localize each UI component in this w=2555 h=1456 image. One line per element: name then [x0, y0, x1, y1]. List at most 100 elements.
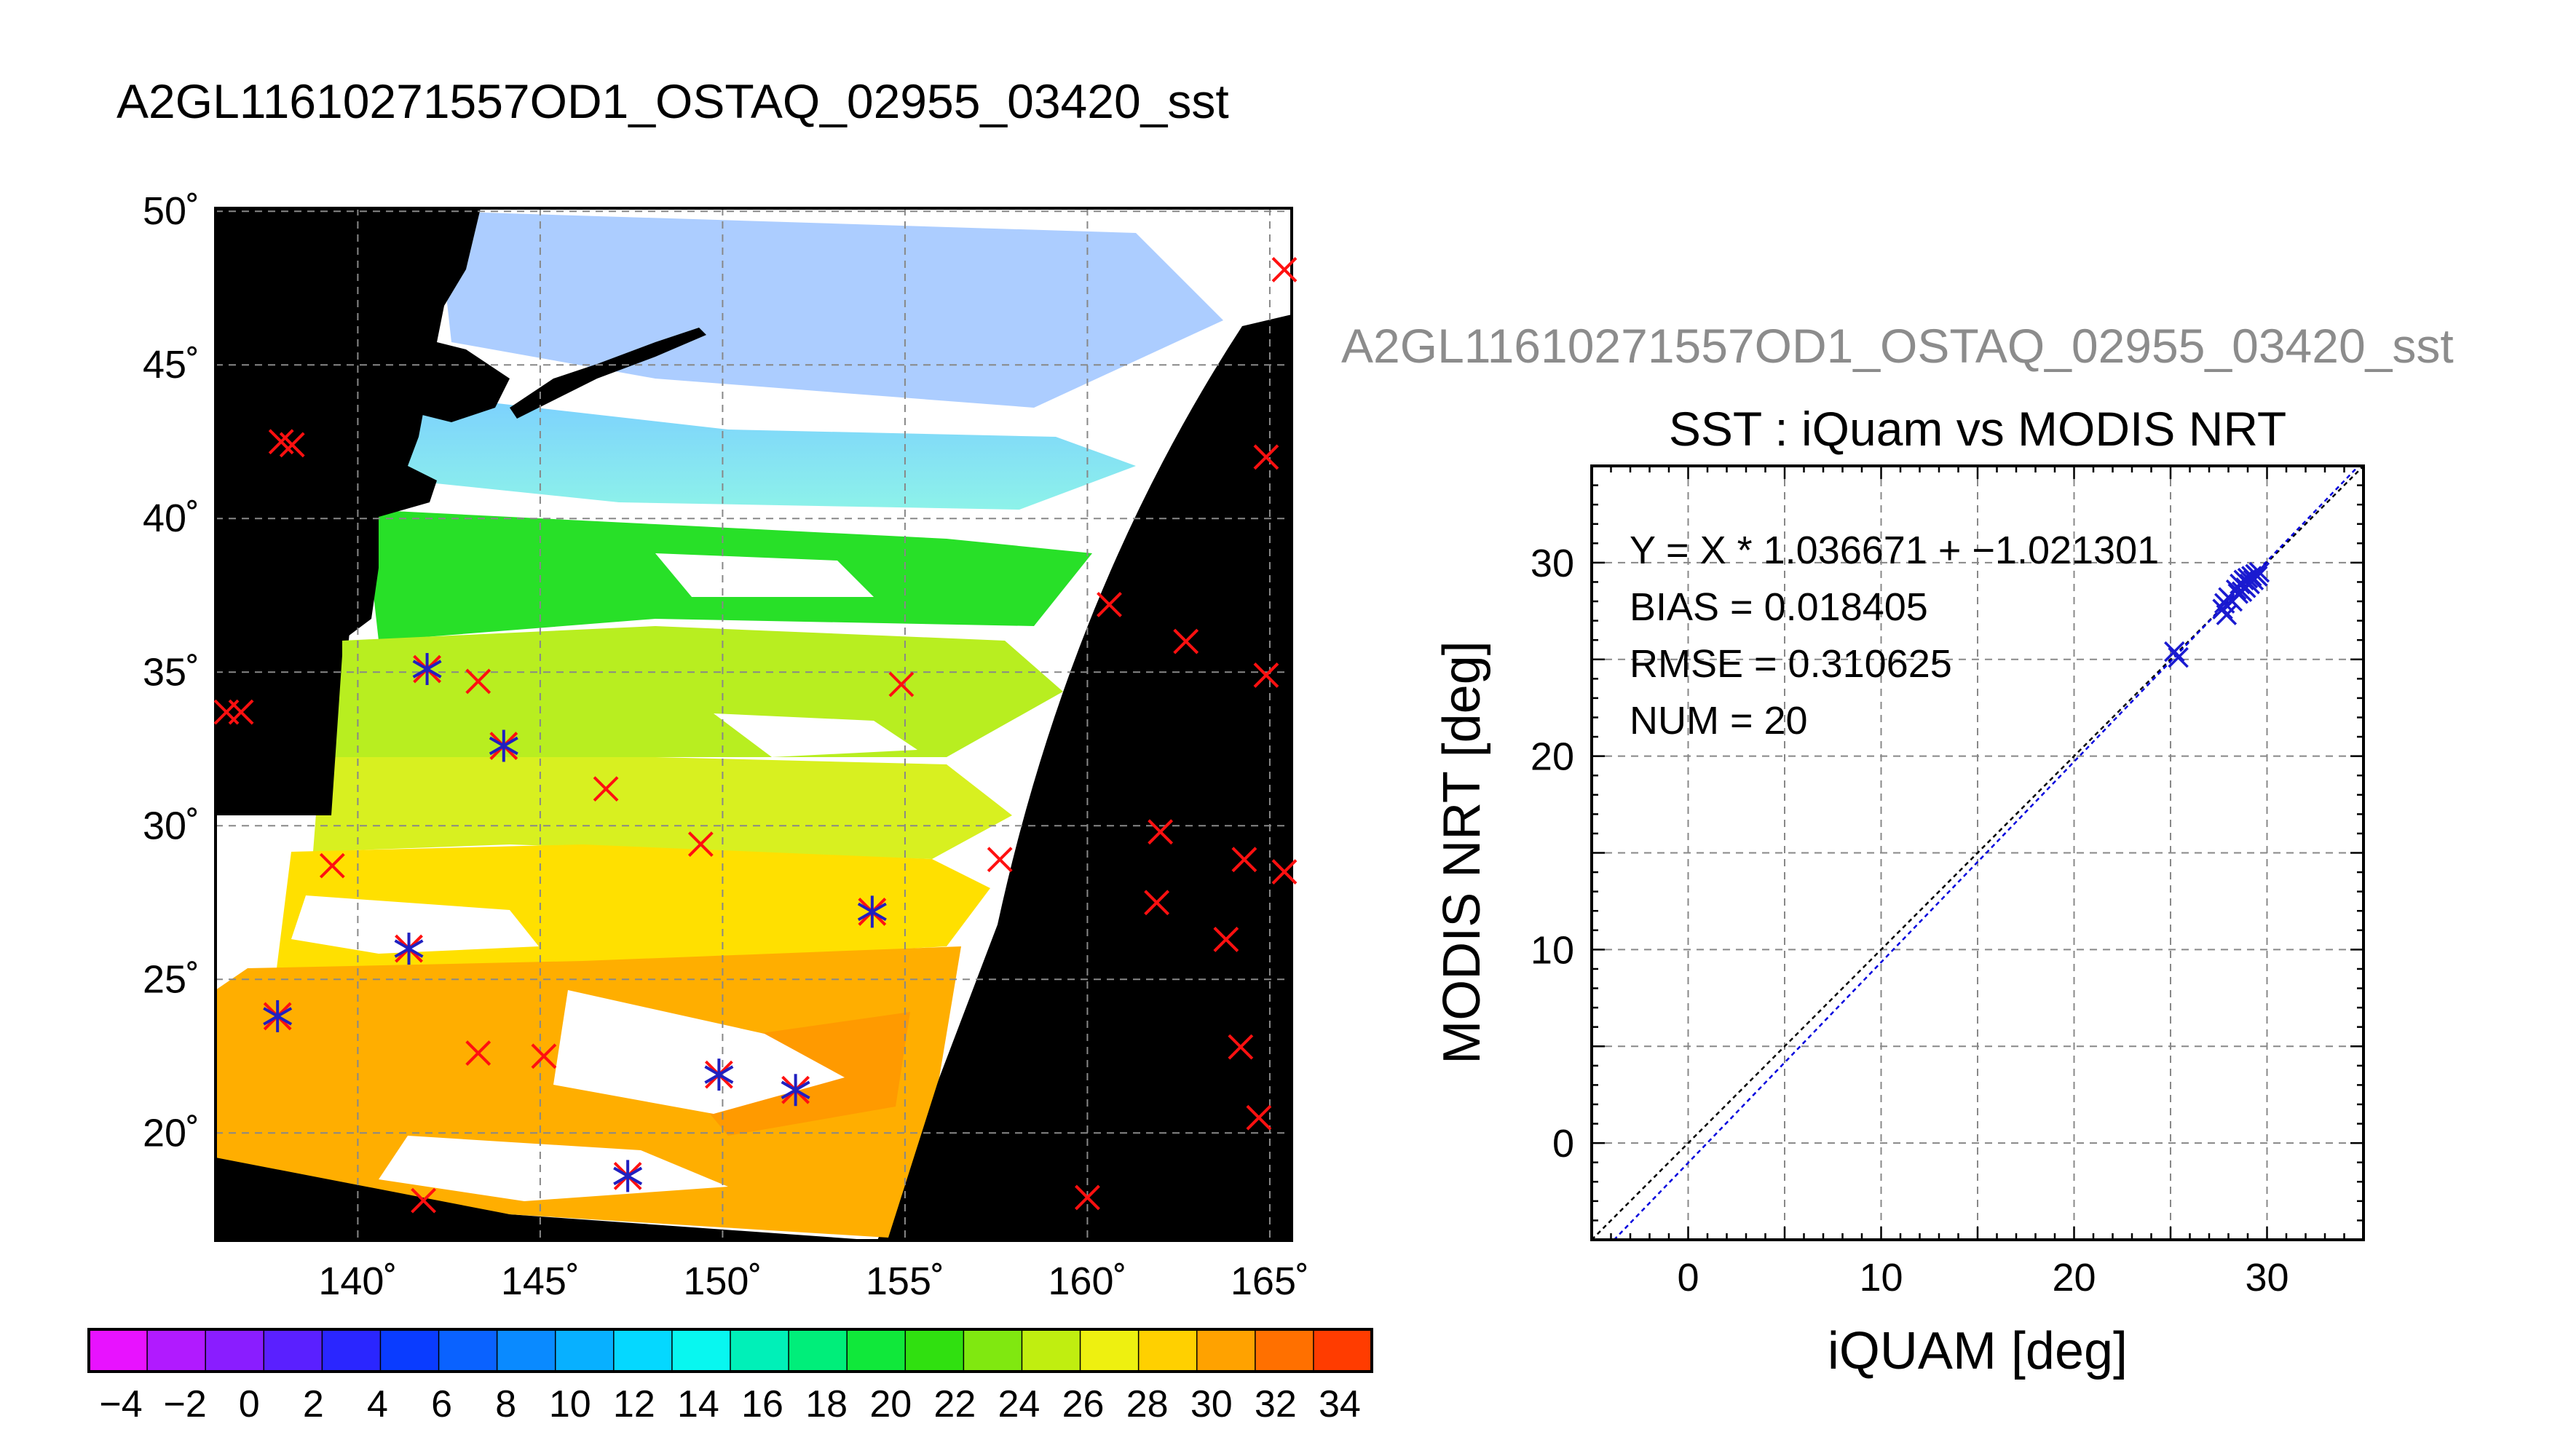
- iquam-only-marker: [888, 671, 915, 697]
- scatter-y-ticklabels: 0 10 20 30: [1531, 542, 1574, 1166]
- colorbar-ticklabel: 12: [613, 1383, 655, 1425]
- iquam-only-marker-stroke: [987, 847, 1013, 873]
- matchup-blue-asterisk: [412, 653, 442, 686]
- map-y-ticklabel: 40˚: [143, 496, 200, 540]
- asterisk-stroke: [857, 902, 887, 922]
- iquam-only-marker: [319, 852, 345, 879]
- cloud-patch: [714, 713, 917, 757]
- colorbar-cell: [1080, 1329, 1140, 1372]
- iquam-only-marker: [1213, 927, 1239, 952]
- matchup-blue-asterisk: [781, 1074, 810, 1107]
- sst-band-lightgreen: [335, 626, 1063, 757]
- colorbar-cell: [1196, 1329, 1256, 1372]
- scatter-point-stroke: [2164, 641, 2185, 662]
- scatter-figure-title: A2GL11610271557OD1_OSTAQ_02955_03420_sst: [1341, 319, 2454, 373]
- iquam-only-marker-stroke: [1253, 444, 1279, 470]
- matchup-blue-asterisk: [704, 1059, 734, 1091]
- colorbar-frame: [87, 1328, 1373, 1373]
- map-x-ticklabel: 155˚: [866, 1259, 944, 1303]
- colorbar-cell: [555, 1329, 615, 1372]
- scatter-points: [2164, 561, 2270, 668]
- scatter-point: [2216, 604, 2238, 625]
- matchup-blue-asterisk: [857, 895, 887, 928]
- iquam-only-marker: [1246, 1104, 1272, 1131]
- scatter-y-ticklabel: 10: [1531, 928, 1574, 972]
- iquam-only-marker: [1075, 1184, 1100, 1211]
- scatter-point-stroke: [2168, 646, 2189, 668]
- scatter-x-ticklabel: 20: [2052, 1256, 2096, 1299]
- iquam-only-marker-stroke: [1271, 256, 1298, 282]
- cloud-patch: [291, 895, 539, 954]
- scatter-point: [2247, 566, 2268, 587]
- iquam-only-marker-stroke: [268, 429, 294, 455]
- scatter-point: [2168, 646, 2189, 668]
- map-y-ticklabel: 30˚: [143, 804, 200, 847]
- map-y-ticklabel: 50˚: [143, 189, 200, 233]
- colorbar-ticklabel: 34: [1319, 1383, 1361, 1425]
- colorbar-ticklabel: 18: [805, 1383, 848, 1425]
- colorbar-cells: [89, 1329, 1373, 1372]
- colorbar-cell: [438, 1329, 498, 1372]
- colorbar-cell: [671, 1329, 731, 1372]
- colorbar-cell: [205, 1329, 265, 1372]
- map-grid: [216, 208, 1292, 1241]
- iquam-only-marker: [687, 831, 714, 858]
- land-japan: [216, 208, 481, 815]
- iquam-only-marker-stroke: [319, 852, 345, 879]
- matchup-blue-asterisk: [394, 933, 424, 965]
- colorbar-cell: [147, 1329, 206, 1372]
- scatter-plot: 0 10 20 30 0 10 20 30 Y = X * 1.036671 + −1.02…: [1433, 464, 2365, 1380]
- map-x-ticklabel: 165˚: [1231, 1259, 1309, 1303]
- one-to-one-line: [1592, 466, 2364, 1240]
- iquam-only-marker: [1253, 444, 1279, 470]
- iquam-only-marker: [1144, 890, 1170, 916]
- iquam-only-marker: [465, 668, 491, 695]
- iquam-only-marker-stroke: [1228, 1034, 1254, 1060]
- colorbar-cell: [497, 1329, 556, 1372]
- scatter-y-ticklabel: 20: [1531, 735, 1574, 779]
- map-y-ticklabel: 45˚: [143, 343, 200, 387]
- scatter-point-stroke: [2248, 561, 2270, 583]
- iquam-only-marker-stroke: [1144, 890, 1170, 916]
- iquam-only-marker-stroke: [1246, 1104, 1272, 1131]
- scatter-point-stroke: [2216, 604, 2238, 625]
- map-x-ticklabel: 150˚: [683, 1259, 762, 1303]
- iquam-only-marker: [1173, 628, 1199, 654]
- colorbar-ticklabel: 26: [1062, 1383, 1105, 1425]
- colorbar-cell: [380, 1329, 440, 1372]
- iquam-only-marker: [411, 1187, 436, 1214]
- iquam-only-marker: [593, 776, 619, 802]
- iquam-only-marker-stroke: [1253, 662, 1279, 688]
- sst-band-yellowgreen: [313, 757, 1012, 859]
- colorbar-ticklabel: 32: [1255, 1383, 1297, 1425]
- colorbar-cell: [847, 1329, 907, 1372]
- colorbar-ticklabel: 22: [933, 1383, 976, 1425]
- colorbar-ticklabel: 10: [549, 1383, 591, 1425]
- map-matchup-markers: [213, 256, 1298, 1214]
- colorbar-cell: [322, 1329, 382, 1372]
- iquam-only-marker: [1271, 256, 1298, 282]
- colorbar-ticklabel: 0: [239, 1383, 260, 1425]
- colorbar-cell: [963, 1329, 1023, 1372]
- sst-band-teal: [408, 393, 1136, 510]
- iquam-only-marker: [987, 847, 1013, 873]
- iquam-only-marker-stroke: [593, 776, 619, 802]
- colorbar-ticklabel: 30: [1190, 1383, 1233, 1425]
- map-y-ticklabel: 25˚: [143, 957, 200, 1001]
- iquam-only-marker: [1231, 847, 1257, 873]
- iquam-only-marker-stroke: [279, 432, 305, 458]
- asterisk-stroke: [412, 660, 442, 678]
- scatter-y-ticklabel: 0: [1552, 1122, 1574, 1166]
- scatter-x-ticklabel: 0: [1677, 1256, 1699, 1299]
- iquam-only-marker-stroke: [1271, 859, 1298, 885]
- asterisk-stroke: [489, 736, 518, 756]
- iquam-only-marker-stroke: [531, 1043, 557, 1069]
- matchup-blue-asterisk: [489, 729, 518, 762]
- scatter-ylabel: MODIS NRT [deg]: [1433, 641, 1491, 1064]
- colorbar-cell: [1022, 1329, 1081, 1372]
- iquam-only-marker: [279, 432, 305, 458]
- iquam-only-marker-stroke: [465, 1040, 491, 1066]
- scatter-x-ticklabels: 0 10 20 30: [1677, 1256, 2289, 1299]
- scatter-point: [2248, 561, 2270, 583]
- iquam-only-marker: [1148, 819, 1174, 845]
